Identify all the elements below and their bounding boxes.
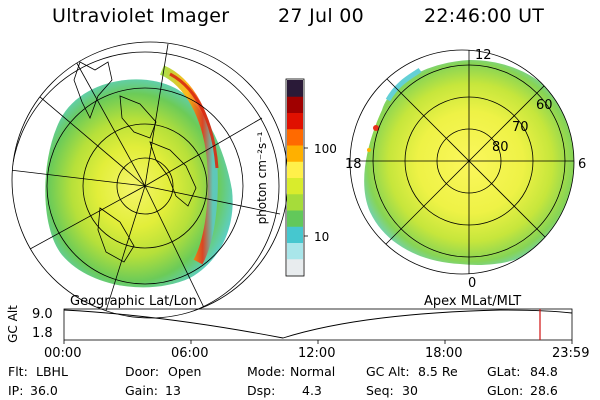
colorbar-swatches [287, 80, 303, 276]
altitude-ytick-1: 1.8 [32, 326, 53, 341]
colorbar-label-10: 10 [314, 230, 330, 244]
gcalt-label: GC Alt: [366, 364, 410, 379]
instrument-title: Ultraviolet Imager [52, 5, 230, 27]
colorbar-swatch [287, 161, 303, 178]
mlat-label-80: 80 [492, 140, 509, 155]
glon-label: GLon: [487, 383, 524, 398]
ip-value: 36.0 [30, 383, 58, 398]
colorbar-label-100: 100 [314, 142, 337, 156]
limb-arc-core [169, 72, 219, 169]
mag-panel-label: Apex MLat/MLT [424, 294, 522, 309]
flt-value: LBHL [36, 364, 68, 379]
colorbar-swatch [287, 258, 303, 276]
colorbar-swatch [287, 145, 303, 162]
door-label: Door: [125, 364, 160, 379]
door-value: Open [168, 364, 202, 379]
altitude-frame [63, 308, 573, 341]
altitude-xtick-1800: 18:00 [425, 346, 463, 361]
altitude-ytick-9: 9.0 [32, 307, 53, 322]
colorbar-swatch [287, 226, 303, 243]
altitude-curve [63, 309, 573, 339]
colorbar-swatch [287, 193, 303, 211]
geographic-map [11, 41, 289, 319]
hotspot [373, 125, 379, 131]
geo-panel-label: Geographic Lat/Lon [70, 294, 197, 309]
mlt-label-0: 0 [468, 276, 477, 291]
glon-value: 28.6 [530, 383, 558, 398]
mode-label: Mode: [247, 364, 286, 379]
gcalt-value: 8.5 Re [418, 364, 458, 379]
colorbar-swatch [287, 80, 303, 97]
date-label: 27 Jul 00 [278, 5, 365, 27]
ip-label: IP: [8, 383, 24, 398]
gain-label: Gain: [125, 383, 158, 398]
colorbar-swatch [287, 210, 303, 227]
mlt-label-18: 18 [345, 157, 362, 172]
colorbar [285, 78, 308, 277]
colorbar-swatch [287, 242, 303, 260]
colorbar-swatch [287, 112, 303, 130]
magnetic-map [349, 49, 575, 275]
colorbar-swatch [287, 128, 303, 146]
flt-label: Flt: [8, 364, 28, 379]
seq-label: Seq: [366, 383, 394, 398]
aurora-image-geo [45, 79, 233, 288]
limb-arc [159, 65, 218, 265]
time-label: 22:46:00 UT [424, 5, 545, 27]
dsp-label: Dsp: [247, 383, 276, 398]
altitude-xtick-0600: 06:00 [171, 346, 209, 361]
altitude-plot [63, 308, 573, 344]
glat-label: GLat: [487, 364, 521, 379]
colorbar-frame [285, 78, 305, 277]
colorbar-swatch [287, 96, 303, 113]
colorbar-swatch [287, 177, 303, 195]
dsp-value: 4.3 [302, 383, 322, 398]
mag-grid [350, 50, 574, 274]
mode-value: Normal [290, 364, 336, 379]
altitude-ylabel: GC Alt [6, 305, 20, 343]
altitude-xtick-2359: 23:59 [552, 346, 590, 361]
geo-grid [12, 43, 281, 318]
mlt-label-6: 6 [578, 157, 587, 172]
continent-outlines [73, 61, 197, 263]
gain-value: 13 [165, 383, 181, 398]
altitude-ticks [63, 340, 573, 344]
colorbar-unit-label: photon cm⁻²s⁻¹ [255, 131, 269, 225]
mag-boundary [349, 49, 575, 275]
mlt-label-12: 12 [475, 48, 492, 63]
dayside-arc [385, 67, 422, 102]
seq-value: 30 [402, 383, 418, 398]
glat-value: 84.8 [530, 364, 558, 379]
mlat-label-70: 70 [512, 120, 529, 135]
altitude-xtick-0000: 00:00 [44, 346, 82, 361]
hotspot-2 [367, 148, 371, 152]
mlat-label-60: 60 [536, 98, 553, 113]
altitude-xtick-1200: 12:00 [298, 346, 336, 361]
